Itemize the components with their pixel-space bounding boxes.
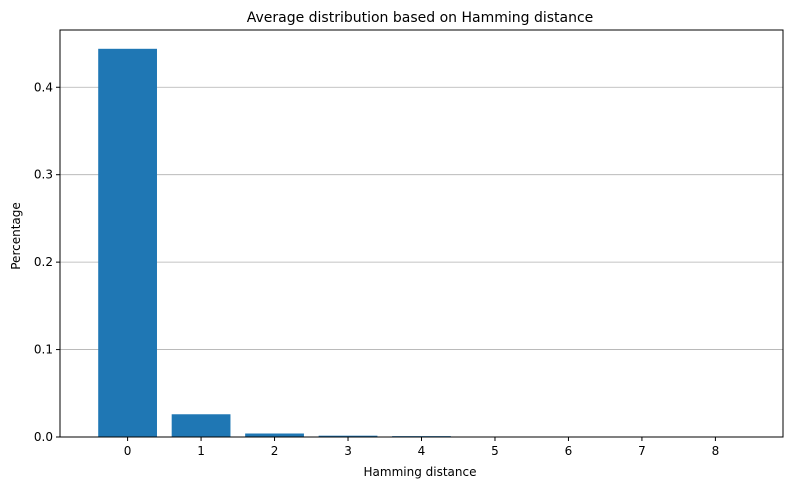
- y-axis-label: Percentage: [9, 202, 23, 270]
- x-tick-label: 2: [271, 444, 279, 458]
- plot-frame: [59, 29, 784, 438]
- x-tick-label: 3: [344, 444, 352, 458]
- x-tick-label: 4: [418, 444, 426, 458]
- x-tick-label: 0: [124, 444, 132, 458]
- grid-lines: [60, 86, 783, 350]
- x-axis-label: Hamming distance: [364, 465, 477, 479]
- x-tick-label: 7: [638, 444, 646, 458]
- bar-2: [245, 433, 304, 437]
- y-tick-label: 0.0: [34, 430, 53, 444]
- y-tick-label: 0.3: [34, 168, 53, 182]
- x-tick-label: 1: [197, 444, 205, 458]
- x-ticks: 0 1 2 3 4 5 6 7 8: [124, 437, 719, 458]
- x-tick-label: 8: [712, 444, 720, 458]
- bar-3: [318, 435, 378, 437]
- y-tick-label: 0.2: [34, 255, 53, 269]
- x-tick-label: 6: [565, 444, 573, 458]
- y-ticks: 0.0 0.1 0.2 0.3 0.4: [34, 80, 60, 444]
- axes: [59, 29, 784, 438]
- x-tick-label: 5: [491, 444, 499, 458]
- bar-1: [171, 414, 231, 437]
- y-tick-label: 0.4: [34, 80, 53, 94]
- y-tick-label: 0.1: [34, 343, 53, 357]
- bar-0: [98, 48, 157, 437]
- chart-title: Average distribution based on Hamming di…: [247, 10, 594, 26]
- bars: [98, 48, 745, 437]
